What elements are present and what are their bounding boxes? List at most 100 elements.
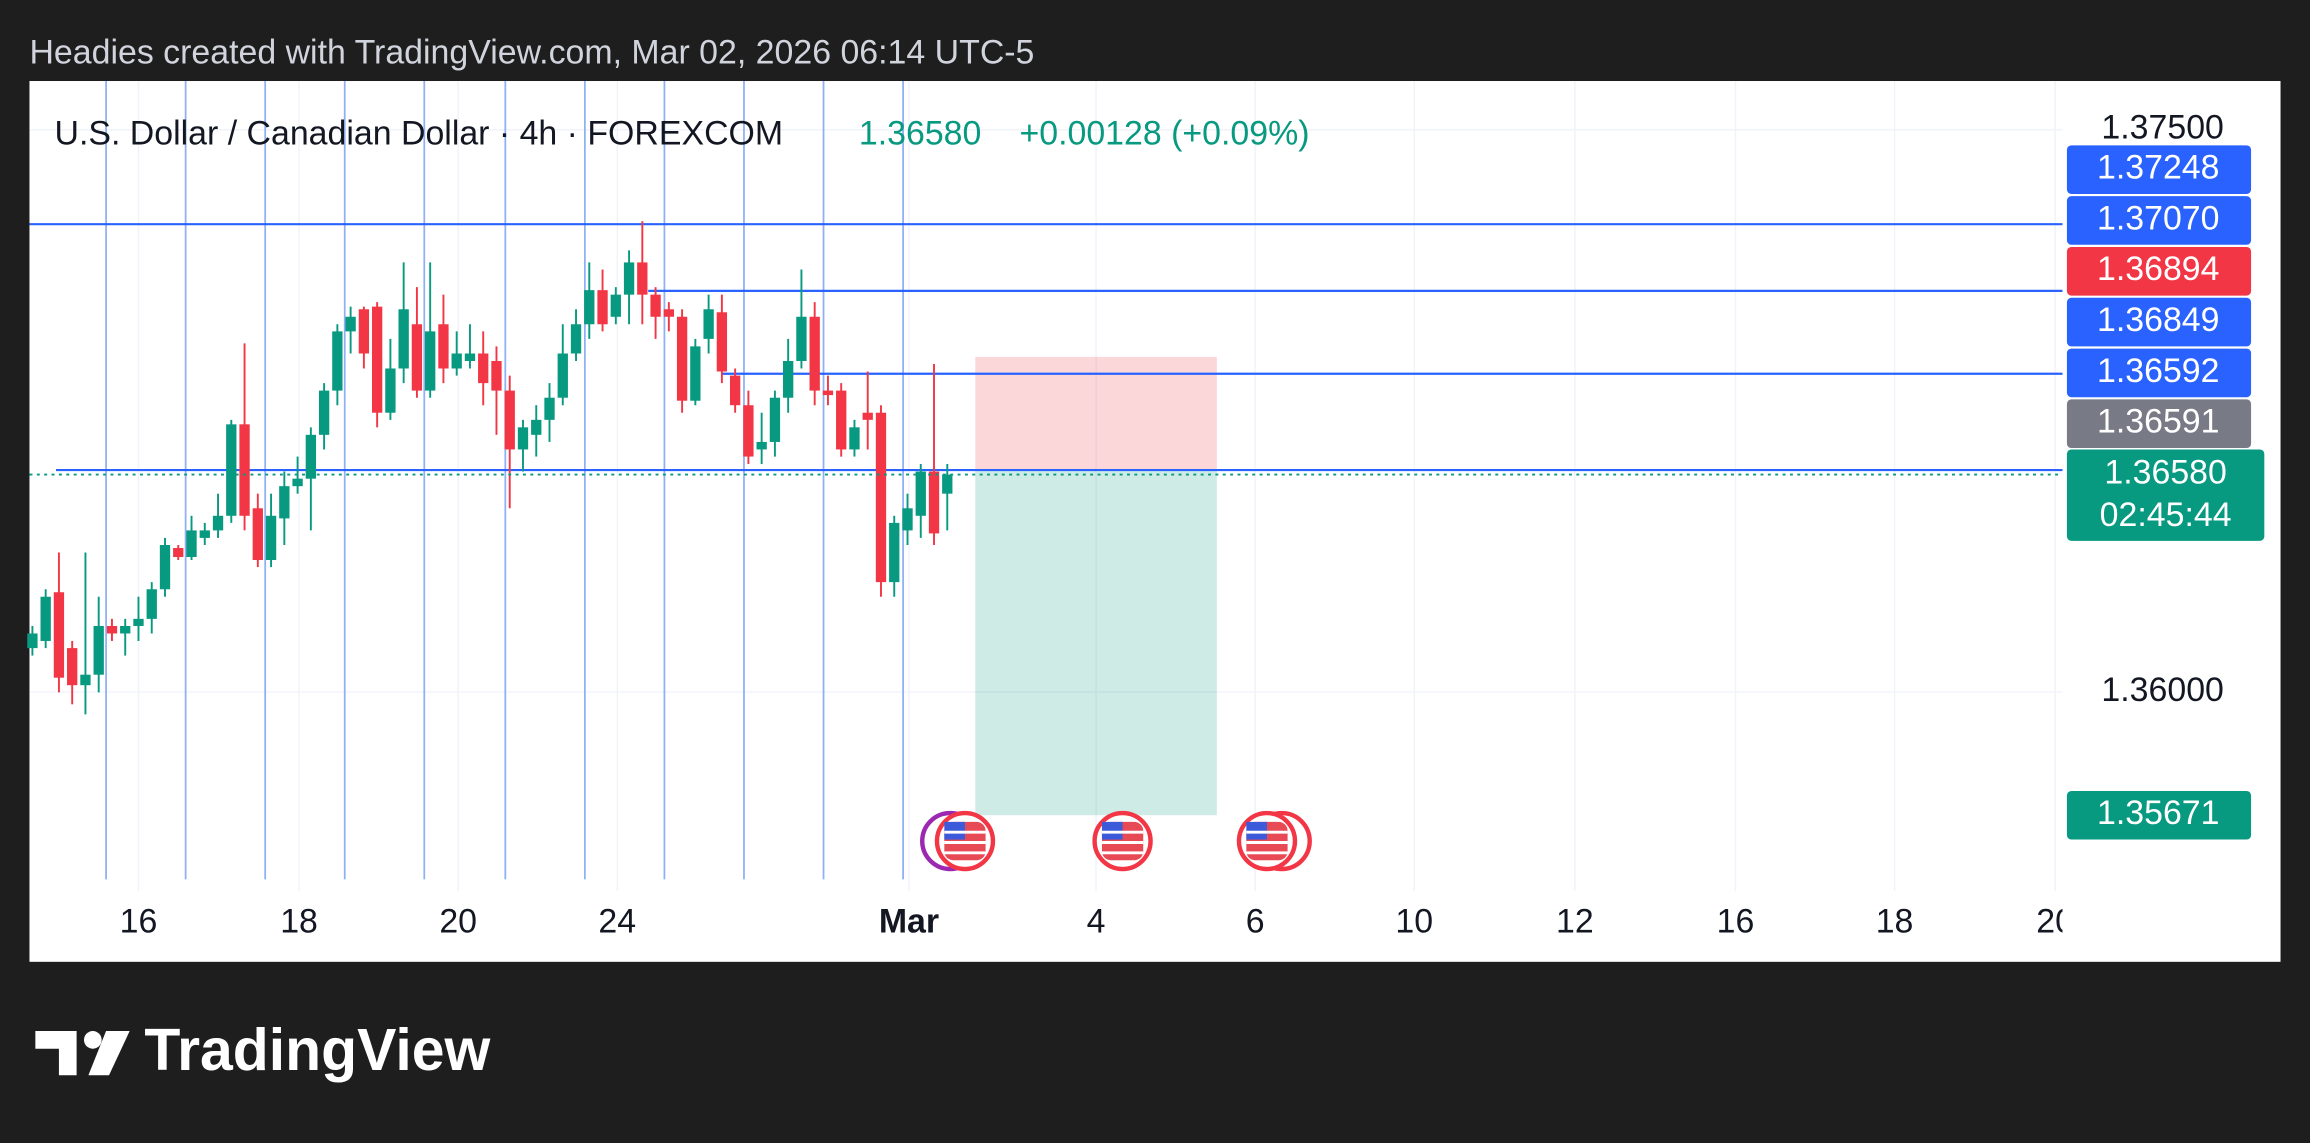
- candle-body: [252, 508, 263, 561]
- price-badge: [2066, 297, 2252, 347]
- price-badge: [2066, 399, 2252, 449]
- candle-body: [398, 309, 409, 369]
- candle-body: [332, 331, 343, 391]
- candle-body: [358, 309, 370, 354]
- candle-body: [438, 324, 449, 369]
- candle-body: [557, 353, 568, 398]
- candle-body: [623, 262, 635, 295]
- candle-body: [292, 478, 303, 487]
- price-label: 1.36894: [2097, 250, 2219, 288]
- candle-body: [597, 290, 608, 325]
- candle-body: [371, 306, 383, 413]
- price-badge: [2066, 246, 2252, 296]
- y-tick-label: 1.36000: [2101, 671, 2223, 709]
- candle-body: [902, 508, 913, 531]
- candle-body: [531, 419, 542, 435]
- candle-body: [120, 625, 131, 634]
- candle-body: [504, 390, 515, 450]
- candle-body: [796, 316, 807, 361]
- price-badge: [2066, 196, 2252, 245]
- candle-body: [942, 474, 953, 494]
- x-tick-label: 16: [1717, 902, 1755, 940]
- candle-body: [464, 353, 476, 361]
- price-label: 1.36849: [2097, 301, 2219, 339]
- candle-body: [663, 309, 674, 317]
- candle-body: [769, 397, 781, 442]
- logo: TradingView: [35, 1018, 490, 1083]
- price-label: 1.36591: [2097, 403, 2219, 441]
- candle-body: [345, 316, 356, 332]
- candle-body: [173, 548, 184, 558]
- price-label: 1.37070: [2097, 199, 2219, 237]
- countdown: 02:45:44: [2100, 496, 2232, 534]
- candle-body: [451, 353, 462, 369]
- x-tick-label: 18: [1876, 902, 1914, 940]
- header: Headies created with TradingView.com, Ma…: [29, 33, 1034, 71]
- candle-body: [875, 412, 887, 583]
- candle-body: [570, 324, 582, 354]
- plot: 16 18 20 24 Mar 4 6 10 12 16 18 20 1.37500 1.36000: [27, 81, 2224, 940]
- price-change: +0.00128 (+0.09%): [1019, 114, 1309, 152]
- candle-body: [199, 530, 210, 538]
- candle-body: [53, 592, 65, 678]
- x-tick-label: Mar: [879, 902, 939, 940]
- candle-body: [729, 375, 741, 406]
- logo-mark: [35, 1031, 77, 1076]
- x-tick-label: 6: [1246, 902, 1265, 940]
- x-tick-label: 12: [1556, 902, 1594, 940]
- candle-body: [584, 290, 595, 325]
- candle-body: [80, 674, 91, 686]
- candle-body: [186, 530, 197, 558]
- candle-body: [544, 397, 555, 420]
- candle-body: [862, 412, 873, 420]
- price-label: 1.37248: [2097, 149, 2219, 187]
- price-badge: [2066, 790, 2252, 840]
- footer-brand: TradingView: [144, 1018, 490, 1083]
- candle-body: [226, 424, 237, 516]
- candle-body: [146, 589, 157, 619]
- price-badge: [2066, 348, 2252, 398]
- price-label: 1.35671: [2097, 794, 2219, 832]
- overlay: U.S. Dollar / Canadian Dollar · 4h · FOR…: [55, 114, 2265, 872]
- chart-title: U.S. Dollar / Canadian Dollar · 4h · FOR…: [55, 114, 784, 152]
- candle-body: [915, 471, 926, 516]
- candle-body: [425, 331, 436, 391]
- candle-body: [849, 427, 860, 450]
- candle-body: [703, 309, 714, 339]
- logo-mark: [83, 1031, 102, 1049]
- candle-body: [133, 618, 144, 626]
- candle-body: [478, 353, 489, 384]
- candle-body: [809, 316, 820, 391]
- candle-body: [212, 515, 224, 531]
- x-tick-label: 20: [439, 902, 477, 940]
- candle-body: [411, 324, 423, 391]
- candle-body: [318, 390, 330, 435]
- candle-body: [676, 316, 688, 401]
- last-price: 1.36580: [859, 114, 981, 152]
- candle-body: [783, 360, 794, 398]
- candle-body: [279, 486, 290, 519]
- candle-body: [106, 625, 118, 634]
- candle-body: [743, 405, 754, 457]
- price-label: 1.36580: [2104, 454, 2226, 492]
- x-tick-label: 24: [598, 902, 636, 940]
- stop-zone: [975, 356, 1217, 471]
- chart-panel: [29, 81, 2281, 962]
- candle-body: [159, 545, 171, 590]
- x-tick-label: 4: [1087, 902, 1106, 940]
- x-tick-label: 18: [280, 902, 318, 940]
- candle-body: [385, 368, 396, 413]
- candle-body: [491, 360, 502, 391]
- price-badge: [2066, 145, 2252, 194]
- x-tick-label: 16: [120, 902, 158, 940]
- candle-body: [40, 596, 51, 641]
- candle-body: [650, 294, 661, 317]
- candle-body: [305, 434, 317, 479]
- candle-body: [756, 441, 767, 450]
- candle-body: [690, 346, 701, 401]
- candle-body: [265, 515, 277, 561]
- candle-body: [928, 471, 940, 534]
- candle-body: [822, 390, 834, 396]
- candle-body: [716, 312, 728, 372]
